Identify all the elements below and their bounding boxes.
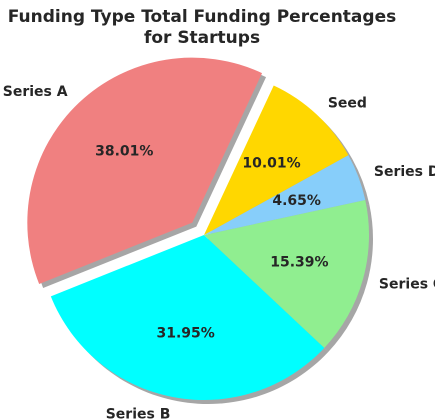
- pie-slice-layer: [27, 57, 369, 400]
- slice-series-c: [204, 200, 369, 348]
- pct-label-seed: 10.01%: [242, 156, 300, 172]
- chart-title-line-1: Funding Type Total Funding Percentages: [8, 7, 396, 27]
- pct-label-series-a: 38.01%: [95, 144, 153, 160]
- slice-series-b: [50, 235, 325, 400]
- slice-label-series-b: Series B: [106, 406, 171, 420]
- slice-label-seed: Seed: [328, 95, 367, 111]
- pie-label-layer: 38.01% Series A 31.95% Series B 15.39% Series…: [3, 84, 435, 420]
- slice-label-series-c: Series C: [379, 276, 435, 292]
- slice-label-series-d: Series D: [374, 164, 435, 180]
- chart-title-line-2: for Startups: [144, 28, 260, 48]
- pct-label-series-c: 15.39%: [270, 254, 328, 270]
- slice-series-d: [204, 155, 366, 235]
- pct-label-series-b: 31.95%: [157, 325, 215, 341]
- slice-label-series-a: Series A: [3, 84, 68, 100]
- slice-seed: [204, 85, 349, 235]
- slice-series-a: [27, 57, 263, 284]
- pct-label-series-d: 4.65%: [272, 193, 321, 209]
